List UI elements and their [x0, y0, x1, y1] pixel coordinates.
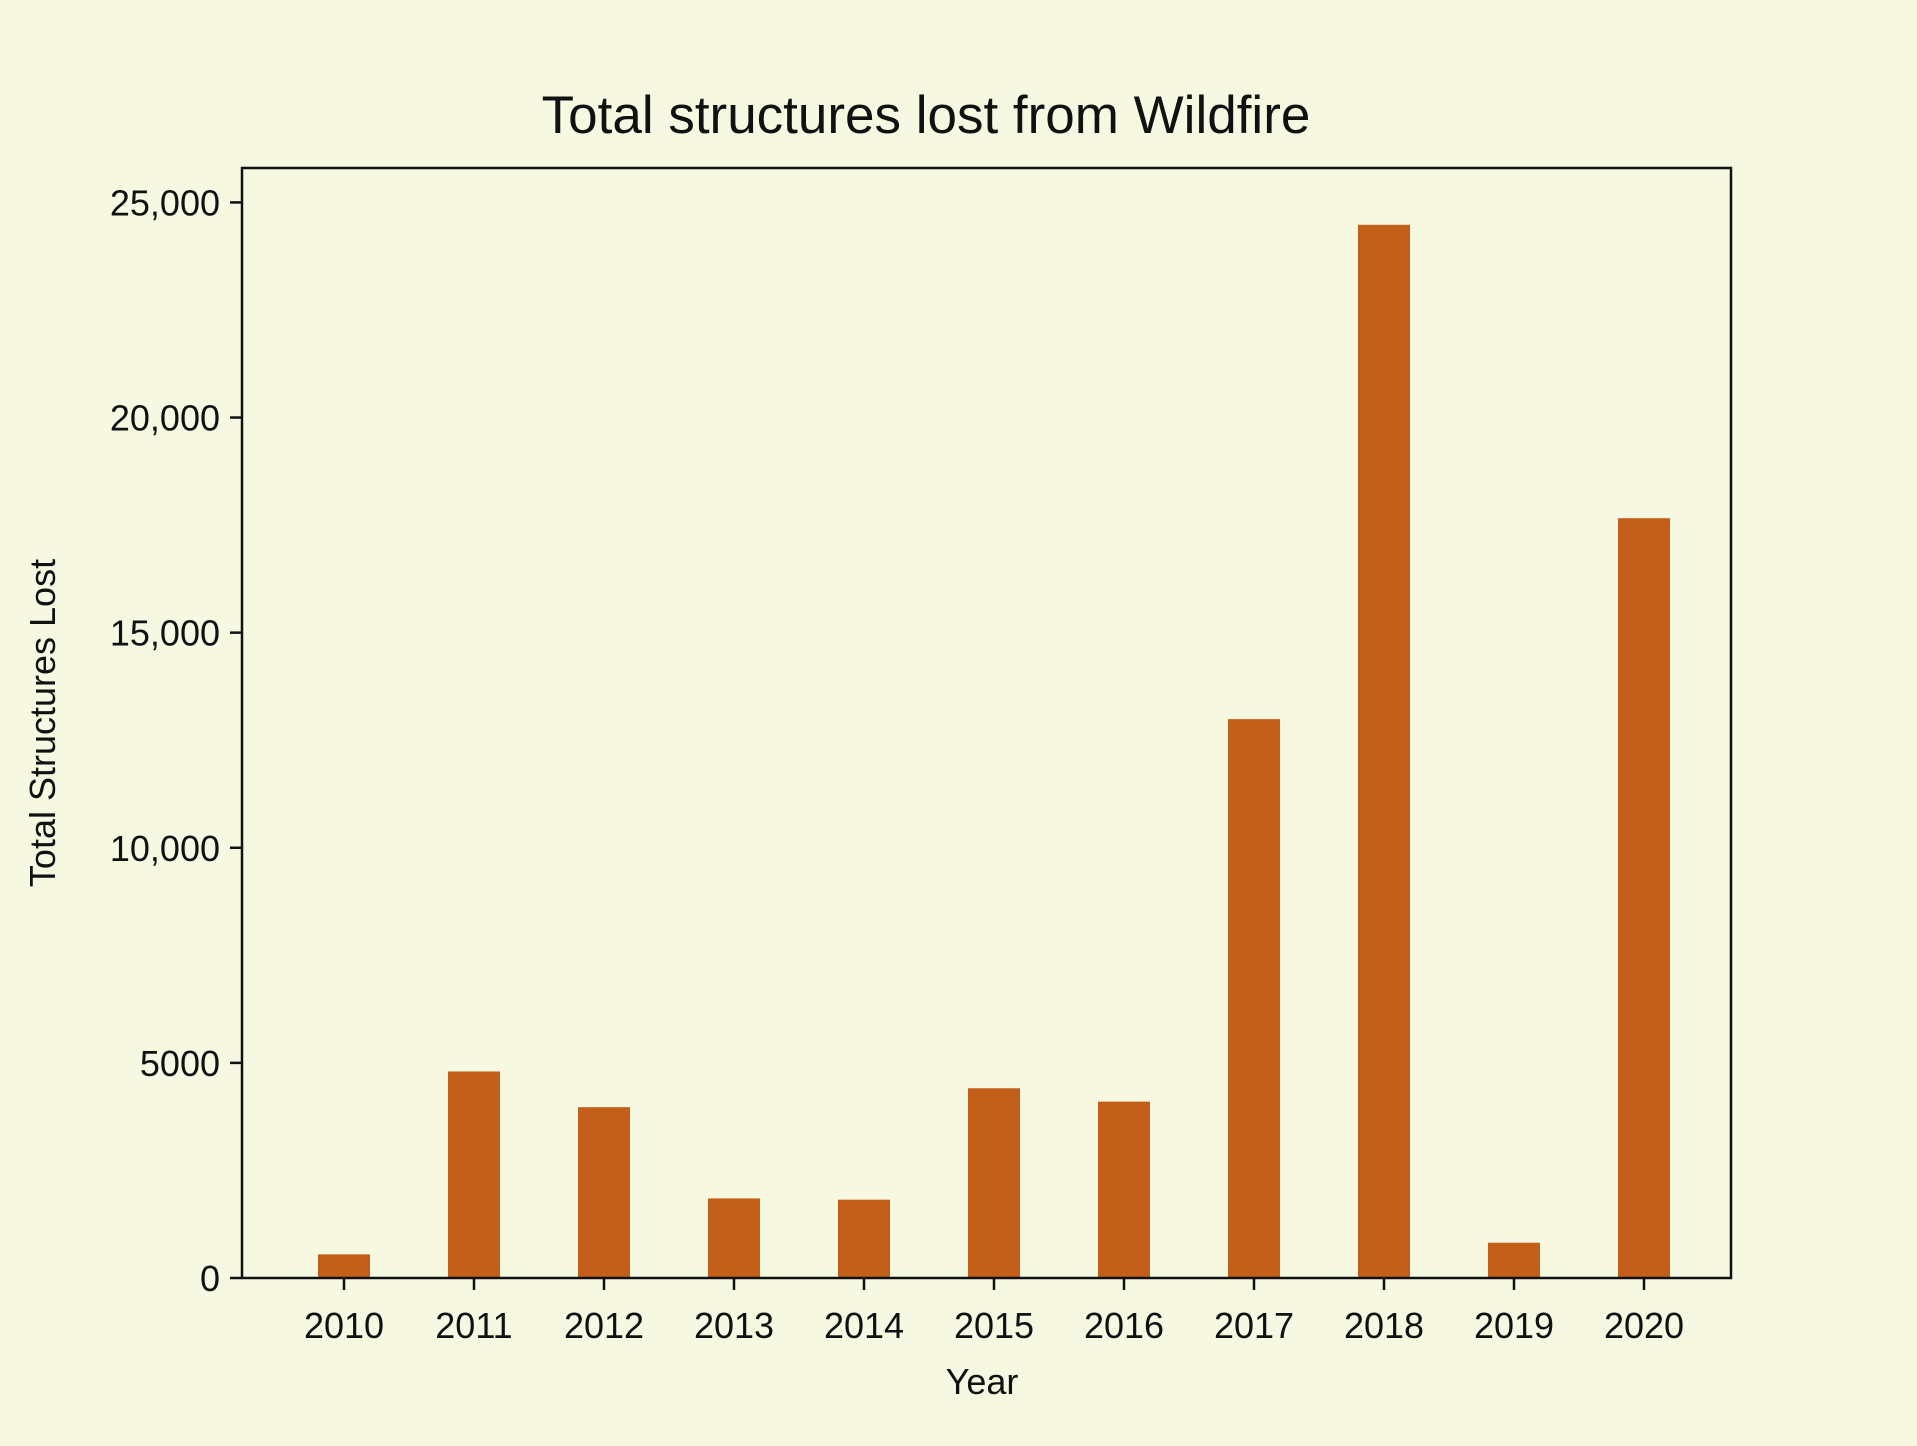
y-tick-label: 0 [200, 1258, 220, 1299]
bar-2020[interactable] [1618, 518, 1670, 1278]
y-tick-label: 10,000 [110, 828, 220, 869]
x-tick-label: 2017 [1214, 1305, 1294, 1346]
bar-2016[interactable] [1098, 1101, 1150, 1278]
x-axis-label: Year [946, 1361, 1019, 1402]
x-tick-label: 2019 [1474, 1305, 1554, 1346]
plot-frame [240, 166, 1733, 1280]
x-tick-label: 2016 [1084, 1305, 1164, 1346]
y-tick-label: 25,000 [110, 182, 220, 223]
x-tick-label: 2015 [954, 1305, 1034, 1346]
x-tick-label: 2012 [564, 1305, 644, 1346]
bar-2011[interactable] [448, 1071, 500, 1278]
x-tick-label: 2020 [1604, 1305, 1684, 1346]
bar-2017[interactable] [1228, 719, 1280, 1278]
y-tick-label: 20,000 [110, 398, 220, 439]
x-tick-label: 2014 [824, 1305, 904, 1346]
bar-2018[interactable] [1358, 224, 1410, 1279]
bar-2015[interactable] [968, 1088, 1020, 1278]
y-tick-label: 15,000 [110, 613, 220, 654]
bar-2012[interactable] [578, 1107, 630, 1278]
plot-area: 0 5000 10,000 15,000 20,000 25,000 2010 2011 201… [110, 182, 1684, 1346]
bar-2013[interactable] [708, 1198, 760, 1278]
bar-2019[interactable] [1488, 1242, 1540, 1278]
bar-2014[interactable] [838, 1199, 890, 1278]
y-tick-label: 5000 [140, 1043, 220, 1084]
x-tick-label: 2010 [304, 1305, 384, 1346]
x-tick-label: 2011 [435, 1305, 512, 1346]
y-axis-label: Total Structures Lost [22, 559, 63, 887]
bar-2010[interactable] [318, 1254, 370, 1278]
x-tick-label: 2018 [1344, 1305, 1424, 1346]
chart-title: Total structures lost from Wildfire [542, 86, 1311, 145]
x-tick-label: 2013 [694, 1305, 774, 1346]
